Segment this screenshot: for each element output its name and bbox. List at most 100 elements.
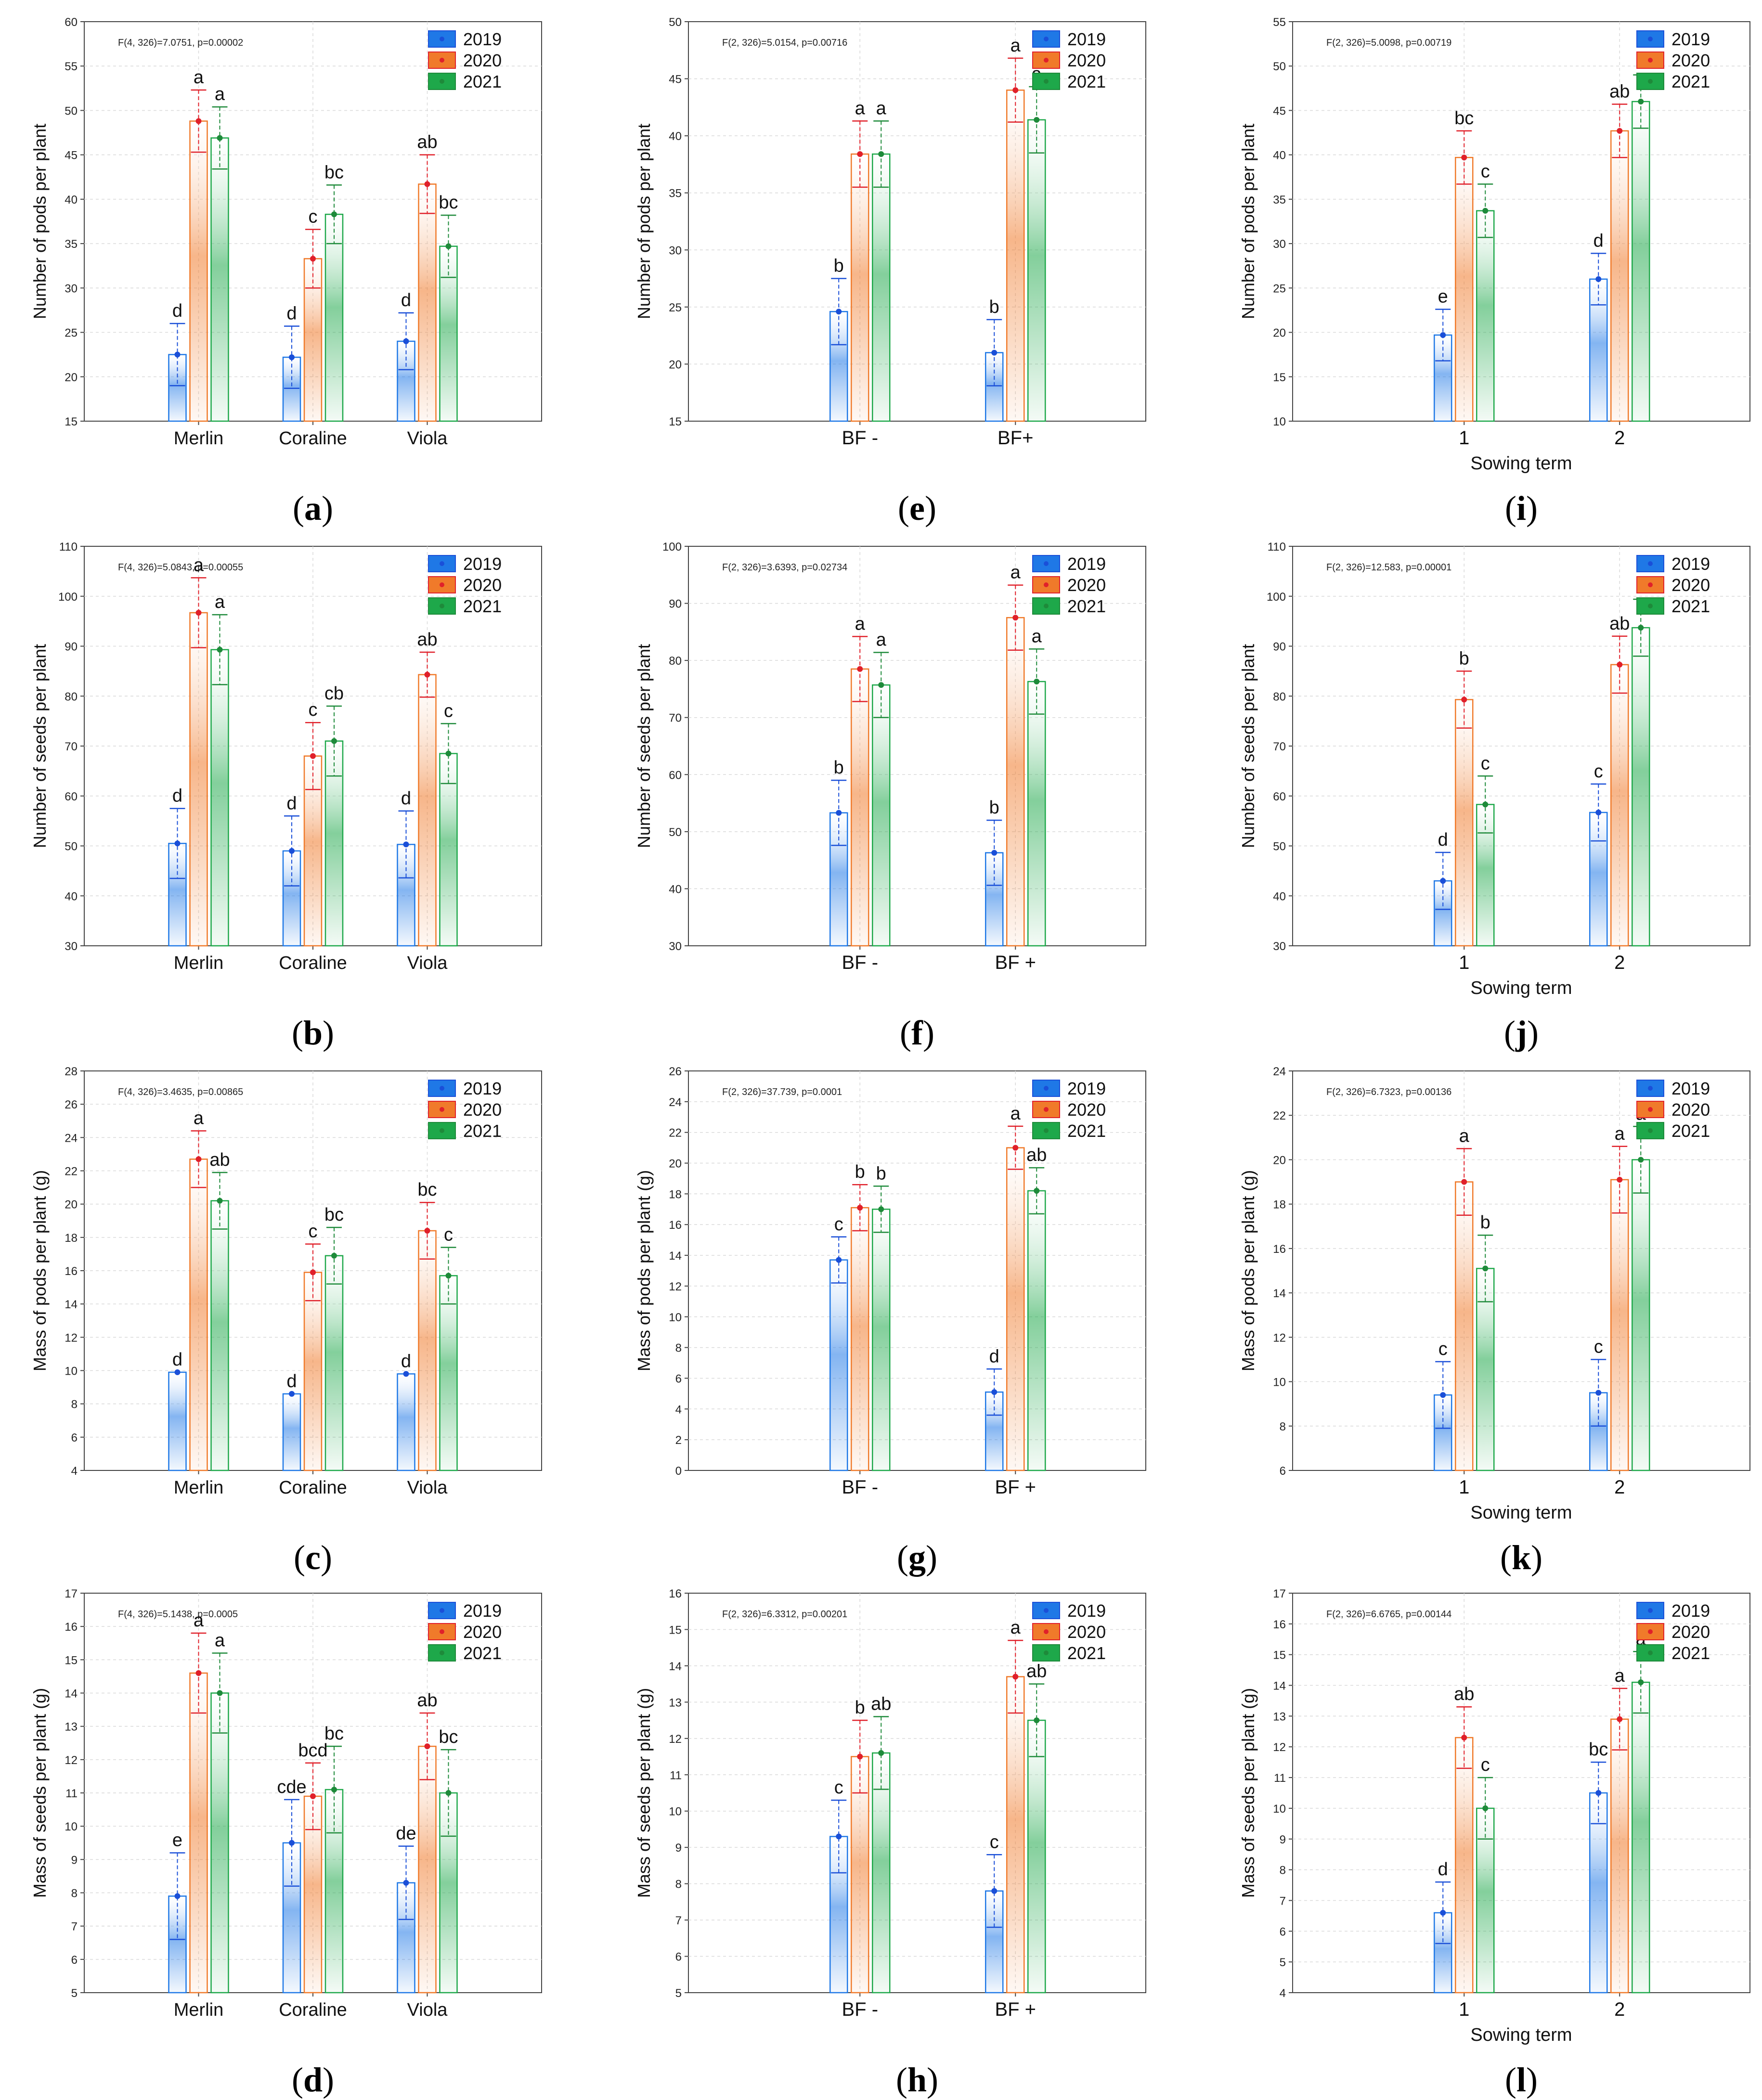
mean-point-2021 [1482,207,1489,214]
legend-label: 2020 [463,1622,502,1642]
legend-marker [440,1608,444,1613]
x-tick-label: 2 [1614,952,1625,973]
mean-point-2019 [991,349,998,356]
bar-2019 [397,1882,415,1994]
x-tick-label: Coraline [279,2000,347,2020]
bar-2020 [1610,664,1629,947]
legend-marker [1044,561,1049,566]
y-tick-label: 4 [675,1403,682,1416]
mean-point-2019 [836,810,842,816]
chart-h: 5 6 7 8 9 10 11 12 13 14 15 16 BF - BF + Mass of seeds… [634,1587,1146,2020]
bar-2020 [1610,130,1629,422]
y-tick-label: 10 [669,1311,682,1324]
y-tick-label: 15 [1273,1649,1286,1662]
legend-label: 2021 [1067,72,1106,91]
significance-letter: a [1615,1124,1625,1144]
bar-2020 [1610,1718,1629,1994]
mean-point-2020 [1461,1735,1467,1741]
significance-letter: b [876,1163,886,1184]
significance-letter: a [876,630,887,650]
y-tick-label: 35 [1273,193,1286,206]
mean-point-2019 [174,1893,181,1899]
x-tick-label: Viola [407,953,448,973]
y-tick-label: 4 [71,1465,78,1478]
y-tick-label: 7 [71,1920,78,1933]
y-tick-label: 16 [1273,1243,1286,1256]
x-tick-label: 1 [1459,1477,1469,1498]
bar-2021 [210,649,229,947]
bar-2021 [439,245,458,422]
bar-2019 [168,354,187,422]
bar-2020 [851,153,869,422]
legend: 2019 2020 2021 [1636,29,1710,91]
y-tick-label: 20 [669,1158,682,1171]
x-tick-label: Merlin [174,428,223,449]
x-axis-label: Sowing term [1470,2025,1572,2045]
legend-label: 2019 [1067,1601,1106,1621]
legend-label: 2020 [1671,575,1710,595]
legend-label: 2019 [1671,1601,1710,1621]
y-tick-label: 10 [65,1365,78,1378]
significance-letter: a [215,1631,225,1651]
x-tick-label: BF + [995,1999,1036,2020]
mean-point-2021 [878,151,884,157]
mean-point-2020 [195,609,202,616]
legend-label: 2019 [1067,554,1106,574]
significance-letter: b [855,1698,865,1718]
mean-point-2019 [289,1391,295,1397]
significance-letter: bcd [298,1740,327,1761]
legend-label: 2019 [1671,29,1710,49]
mean-point-2019 [836,309,842,315]
legend-swatch-2020 [1032,576,1060,593]
y-tick-label: 15 [669,1623,682,1636]
bar-2021 [324,213,344,422]
y-axis-label: Number of seeds per plant [1238,644,1258,848]
y-tick-label: 25 [65,327,78,340]
x-tick-label: BF - [842,427,878,449]
y-axis-label: Mass of pods per plant (g) [30,1170,50,1371]
bar-2020 [189,1672,208,1994]
significance-letter: bc [439,1727,458,1747]
bar-2020 [418,1230,437,1471]
y-tick-label: 18 [1273,1198,1286,1211]
y-tick-label: 30 [1273,238,1286,251]
legend-label: 2020 [1671,1100,1710,1120]
bar-2021 [872,684,891,947]
bar-2019 [829,1836,848,1994]
y-tick-label: 10 [1273,1376,1286,1389]
bar-2021 [439,753,458,947]
mean-point-2021 [1482,1265,1489,1272]
y-axis-label: Mass of seeds per plant (g) [634,1688,654,1898]
significance-letter: bc [417,1180,437,1200]
bar-2020 [851,668,869,947]
panel-caption: (l) [1505,2061,1538,2099]
legend-marker [1044,1608,1049,1613]
bar-2021 [1027,1190,1046,1471]
significance-letter: b [989,297,999,317]
y-tick-label: 4 [1280,1987,1286,2000]
x-tick-label: Coraline [279,1478,347,1498]
mean-point-2021 [217,1198,223,1204]
y-tick-label: 16 [65,1265,78,1278]
mean-point-2019 [1595,1390,1602,1396]
y-tick-label: 10 [65,1820,78,1833]
chart-c: 4 6 8 10 12 14 16 18 20 22 24 26 28 Merlin Coraline Vio… [30,1065,542,1498]
bar-2021 [872,1752,891,1994]
y-tick-label: 100 [662,541,682,554]
mean-point-2020 [857,1205,863,1211]
bar-2020 [1610,1179,1629,1471]
significance-letter: bc [324,162,344,182]
bar-2019 [985,852,1004,947]
bar-2021 [872,1209,891,1471]
y-tick-label: 50 [65,840,78,853]
mean-point-2020 [1012,87,1019,93]
y-tick-label: 50 [1273,60,1286,73]
panel-caption: (c) [294,1538,332,1577]
significance-letter: d [401,1351,411,1371]
stats-annotation: F(4, 326)=5.1438, p=0.0005 [118,1609,238,1620]
y-tick-label: 14 [65,1298,78,1311]
x-tick-label: Coraline [279,428,347,449]
mean-point-2019 [836,1833,842,1840]
bar-2019 [985,352,1004,422]
mean-point-2020 [1617,128,1623,134]
